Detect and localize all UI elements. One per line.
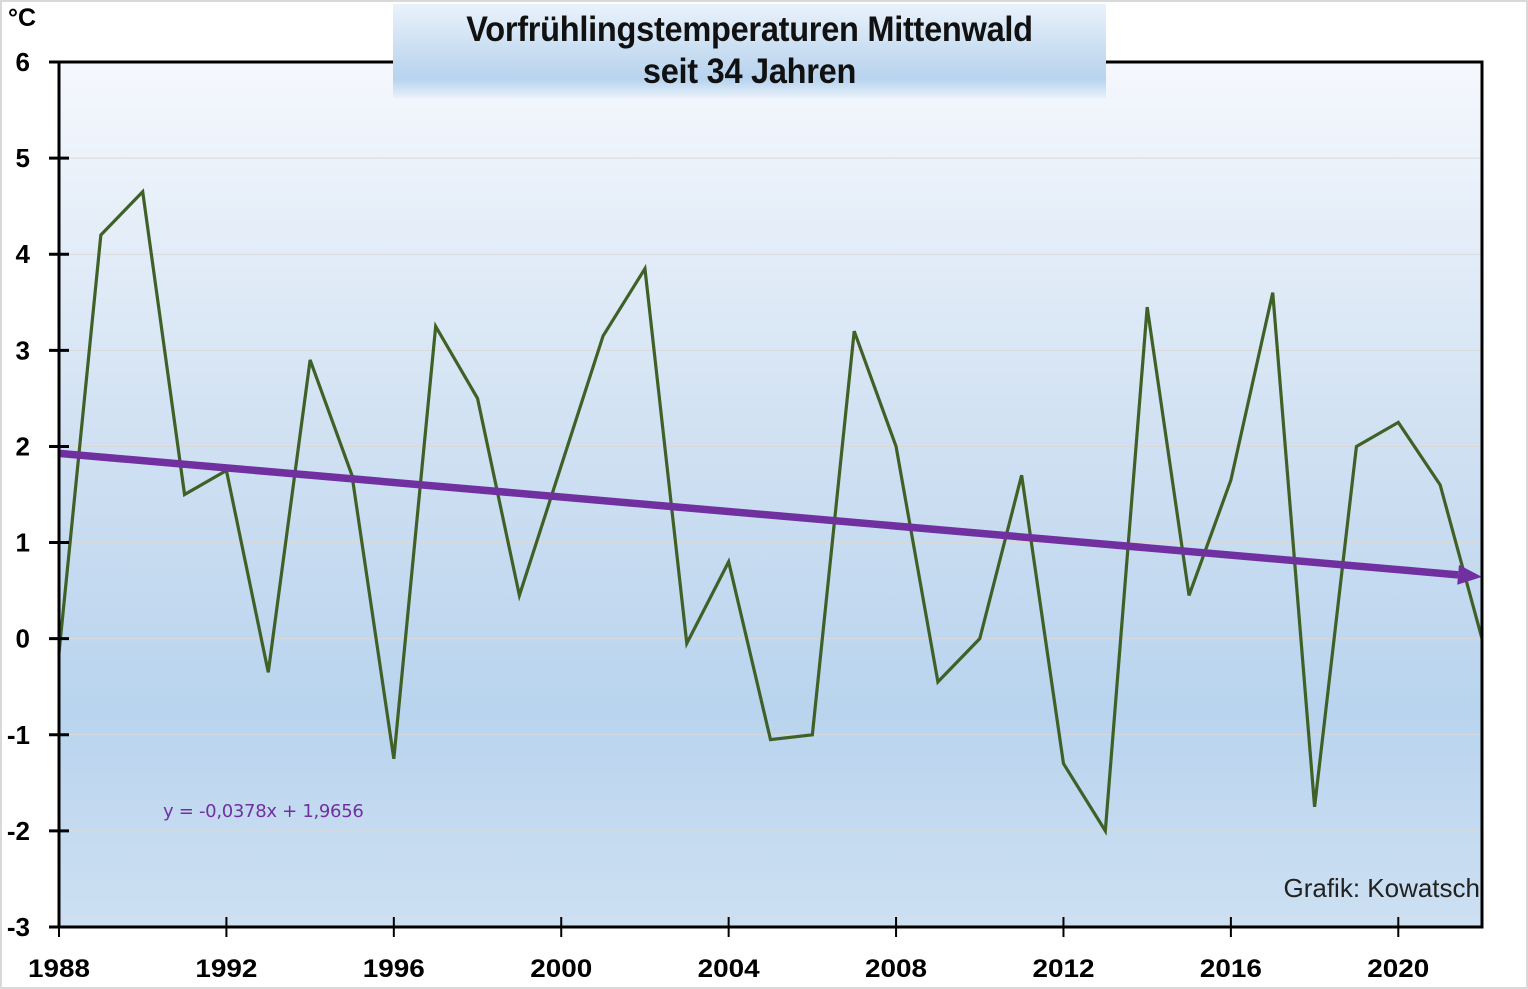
plot-area (59, 62, 1482, 927)
x-tick-label: 2008 (865, 955, 927, 983)
chart-credit: Grafik: Kowatsch (1283, 873, 1480, 903)
y-tick-label: 6 (16, 47, 30, 77)
trendline (58, 449, 1459, 579)
trendline-equation: y = -0,0378x + 1,9656 (163, 801, 364, 822)
trendline-arrowhead (1457, 564, 1482, 585)
y-tick-label: -1 (7, 720, 30, 750)
y-tick-label: 5 (16, 143, 30, 173)
y-tick-label: 3 (16, 335, 30, 365)
y-tick-label: 4 (16, 239, 31, 269)
x-tick-label: 1992 (195, 955, 257, 983)
y-tick-label: 1 (16, 528, 30, 558)
y-tick-label: -3 (7, 912, 30, 942)
chart-title-box: Vorfrühlingstemperaturen Mittenwald seit… (393, 4, 1106, 98)
y-axis-unit-label: °C (8, 4, 37, 32)
gridlines (59, 157, 1482, 832)
x-tick-label: 2020 (1367, 955, 1429, 983)
x-tick-label: 1988 (28, 955, 90, 983)
y-tick-label: 2 (16, 431, 30, 461)
x-tick-label: 1996 (363, 955, 425, 983)
tick-labels: -3 -2 -1 0 1 2 3 4 5 6 1988 1992 1996 2000 2004 2008 201… (7, 47, 1429, 983)
y-tick-label: 0 (16, 624, 30, 654)
chart-subtitle: seit 34 Jahren (642, 52, 857, 91)
y-tick-label: -2 (7, 816, 30, 846)
x-tick-label: 2000 (530, 955, 592, 983)
chart-title: Vorfrühlingstemperaturen Mittenwald (466, 10, 1033, 49)
x-tick-label: 2016 (1200, 955, 1262, 983)
x-tick-label: 2012 (1032, 955, 1094, 983)
trendline-layer (58, 449, 1482, 585)
x-tick-label: 2004 (698, 955, 760, 983)
